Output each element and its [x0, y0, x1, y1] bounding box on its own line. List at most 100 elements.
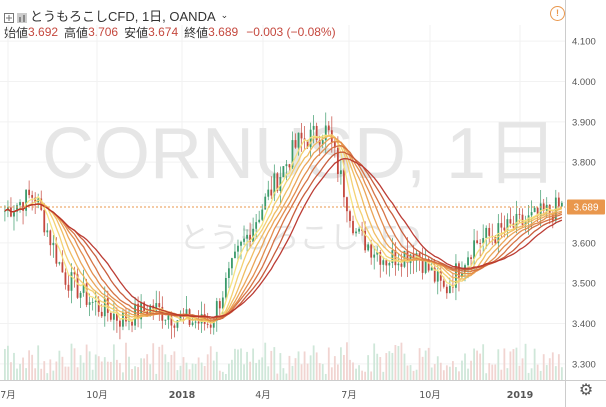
- bar-chart-icon[interactable]: [17, 10, 27, 23]
- candle-body: [557, 197, 560, 207]
- warning-icon[interactable]: !: [550, 6, 565, 21]
- candle-body: [270, 189, 273, 196]
- candle-body: [231, 258, 233, 269]
- volume-bar: [321, 364, 324, 380]
- volume-bar: [560, 367, 563, 380]
- candle-body: [103, 298, 106, 317]
- volume-bar: [397, 346, 400, 380]
- volume-bar: [176, 370, 179, 380]
- candle-body: [427, 258, 430, 271]
- volume-bar: [346, 342, 348, 380]
- volume-bar: [448, 366, 451, 380]
- candle-body: [285, 164, 288, 167]
- candle-body: [34, 197, 37, 203]
- candle-body: [28, 189, 31, 196]
- candle-body: [94, 300, 97, 302]
- candle-body: [170, 315, 173, 326]
- candle-body: [258, 219, 261, 223]
- y-tick-label: 4.000: [572, 77, 596, 88]
- volume-bar: [149, 364, 152, 380]
- candle-body: [279, 177, 282, 191]
- volume-bar: [16, 368, 18, 380]
- last-price-label-bg: [567, 199, 605, 215]
- candle-body: [155, 303, 158, 311]
- ma-ribbons: [4, 134, 563, 324]
- candle-body: [346, 197, 348, 212]
- volume-bar: [221, 371, 224, 380]
- volume-bar: [119, 362, 121, 380]
- candle-body: [455, 263, 457, 288]
- symbol-title[interactable]: とうもろこしCFD, 1日, OANDA: [30, 8, 216, 24]
- y-tick-label: 3.900: [572, 117, 596, 128]
- volume-bar: [182, 357, 185, 380]
- candle-body: [19, 202, 21, 206]
- volume-bar: [200, 362, 203, 380]
- candle-body: [261, 209, 264, 220]
- chevron-down-icon[interactable]: ⌄: [220, 9, 229, 20]
- volume-bar: [548, 358, 551, 380]
- volume-bar: [28, 350, 31, 380]
- volume-bar: [545, 365, 548, 380]
- candle-body: [500, 223, 503, 228]
- volume-bar: [276, 373, 279, 380]
- change-value: −0.003 (−0.08%): [246, 25, 336, 39]
- volume-bar: [103, 357, 106, 380]
- collapse-icon[interactable]: [4, 10, 14, 23]
- volume-bar: [279, 353, 282, 380]
- candle-body: [400, 263, 403, 267]
- volume-bar: [288, 355, 291, 380]
- volume-bar: [282, 368, 285, 380]
- volume-bar: [164, 354, 167, 380]
- candle-body: [137, 303, 139, 320]
- candle-body: [294, 140, 297, 148]
- grid: [0, 25, 565, 380]
- candle-body: [249, 234, 251, 242]
- symbol-row: とうもろこしCFD, 1日, OANDA ⌄: [4, 6, 228, 24]
- candle-body: [191, 322, 194, 325]
- volume-bar: [246, 351, 248, 380]
- candle-body: [158, 303, 161, 307]
- volume-bar: [240, 348, 242, 380]
- volume-bar: [330, 367, 333, 380]
- volume-bar: [394, 344, 397, 380]
- candle-body: [349, 211, 351, 221]
- volume-bar: [215, 351, 218, 380]
- candle-body: [533, 207, 536, 213]
- volume-bar: [94, 354, 97, 380]
- candle-body: [333, 141, 336, 148]
- gear-icon[interactable]: ⚙: [578, 382, 594, 399]
- x-tick-label: 10月: [419, 390, 441, 401]
- volume-bar: [521, 358, 524, 380]
- volume-bar: [76, 367, 79, 380]
- close-label: 終値: [184, 25, 209, 40]
- ma-line: [4, 158, 563, 318]
- volume-bar: [318, 363, 321, 380]
- y-tick-label: 3.400: [572, 319, 596, 330]
- volume-bar: [436, 356, 439, 380]
- candle-body: [43, 209, 46, 233]
- volume-bar: [497, 349, 500, 380]
- volume-bar: [264, 342, 267, 380]
- x-tick-label: 2019: [507, 390, 533, 401]
- candle-body: [243, 238, 245, 242]
- candle-body: [539, 203, 542, 216]
- volume-bar: [64, 366, 67, 380]
- candle-body: [109, 312, 112, 320]
- volume-bar: [140, 358, 143, 380]
- volume-bar: [418, 348, 421, 380]
- candle-body: [31, 195, 34, 198]
- candle-body: [88, 302, 91, 305]
- candle-body: [116, 313, 118, 321]
- candle-body: [445, 286, 448, 294]
- candle-body: [85, 283, 88, 305]
- candle-body: [55, 242, 58, 264]
- volume-bar: [255, 362, 258, 380]
- volume-bar: [179, 365, 182, 380]
- candle-body: [430, 267, 433, 271]
- volume-bar: [527, 372, 530, 380]
- candle-body: [125, 312, 127, 322]
- volume-bar: [212, 360, 215, 380]
- volume-bar: [379, 357, 382, 380]
- candle-body: [122, 312, 124, 327]
